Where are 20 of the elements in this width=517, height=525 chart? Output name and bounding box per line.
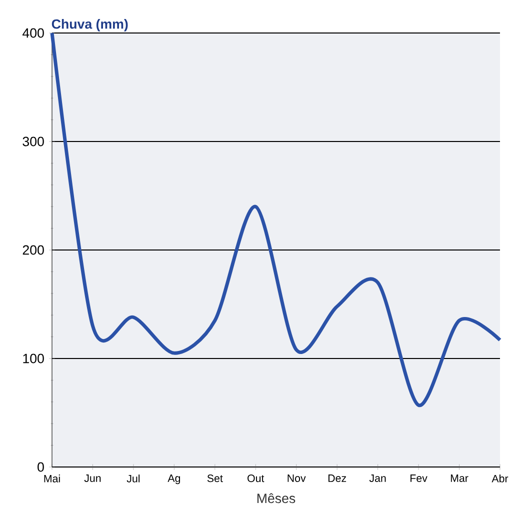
x-tick-label: Jun [84,474,101,482]
x-tick-label: Mai [44,474,60,482]
y-tick-label: 200 [22,245,44,255]
x-tick-label: Abr [492,474,508,482]
line-series [50,31,502,407]
x-tick-label: Ag [168,474,180,484]
x-tick-label: Mar [450,474,468,482]
y-tick-label: 0 [38,462,44,472]
x-tick-label: Dez [328,474,346,482]
x-tick-label: Out [248,474,264,482]
x-tick-label: Set [207,474,223,482]
y-tick-label: 100 [23,354,44,364]
y-tick-label: 400 [22,28,44,38]
y-axis-title: Chuva (mm) [52,18,128,32]
x-tick-label: Jul [126,474,140,482]
y-tick-label: 300 [22,136,44,146]
x-tick-label: Nov [288,474,306,482]
x-tick-label: Jan [369,474,386,482]
x-tick-label: Fev [410,474,428,482]
x-axis-title: Mêses [257,493,296,504]
